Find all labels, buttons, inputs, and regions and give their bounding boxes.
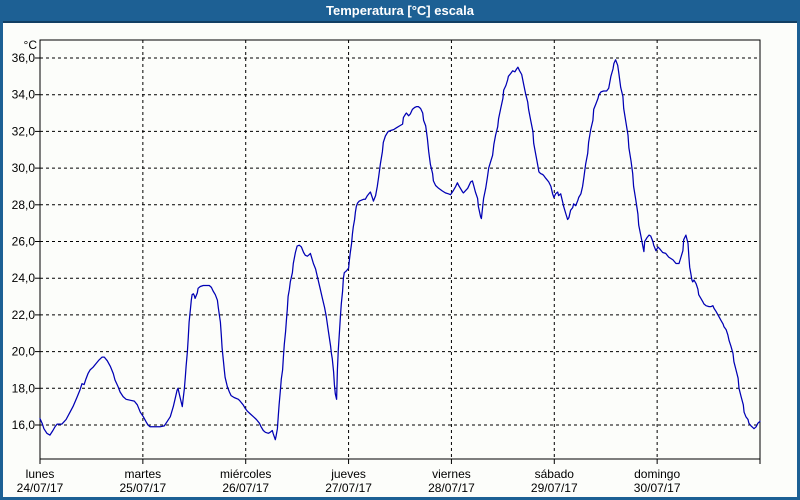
y-gridlines [40, 57, 760, 426]
temperature-line [39, 59, 761, 441]
x-date-label: 30/07/17 [634, 481, 681, 495]
x-gridlines [142, 40, 658, 459]
y-tick-label: 20,0 [12, 345, 36, 359]
y-tick-label: 16,0 [12, 418, 36, 432]
x-date-label: 26/07/17 [222, 481, 269, 495]
y-tick-label: 18,0 [12, 381, 36, 395]
y-tick-label: 28,0 [12, 198, 36, 212]
y-tick-label: 34,0 [12, 88, 36, 102]
y-tick-label: 22,0 [12, 308, 36, 322]
x-day-label: martes [125, 467, 162, 481]
x-day-label: sábado [535, 467, 575, 481]
x-day-label: domingo [634, 467, 680, 481]
x-date-label: 27/07/17 [325, 481, 372, 495]
y-tick-label: 36,0 [12, 51, 36, 65]
y-axis-ticks [35, 57, 40, 426]
y-tick-label: 32,0 [12, 124, 36, 138]
y-tick-label: 24,0 [12, 271, 36, 285]
window-title: Temperatura [°C] escala [325, 3, 474, 18]
x-day-label: miércoles [220, 467, 271, 481]
x-day-label: viernes [432, 467, 471, 481]
x-date-label: 28/07/17 [428, 481, 475, 495]
x-day-label: jueves [330, 467, 366, 481]
y-axis-unit-label: °C [24, 38, 38, 52]
y-tick-label: 26,0 [12, 235, 36, 249]
title-bar: Temperatura [°C] escala [0, 0, 800, 23]
x-day-label: lunes [26, 467, 55, 481]
x-date-label: 24/07/17 [17, 481, 64, 495]
plot-border [39, 39, 761, 460]
x-axis-ticks [39, 459, 761, 464]
y-axis-labels: 16,0 18,0 20,0 22,0 24,0 26,0 28,0 30,0 32,0 34,0… [12, 51, 36, 432]
x-date-label: 29/07/17 [531, 481, 578, 495]
x-date-label: 25/07/17 [119, 481, 166, 495]
y-tick-label: 30,0 [12, 161, 36, 175]
